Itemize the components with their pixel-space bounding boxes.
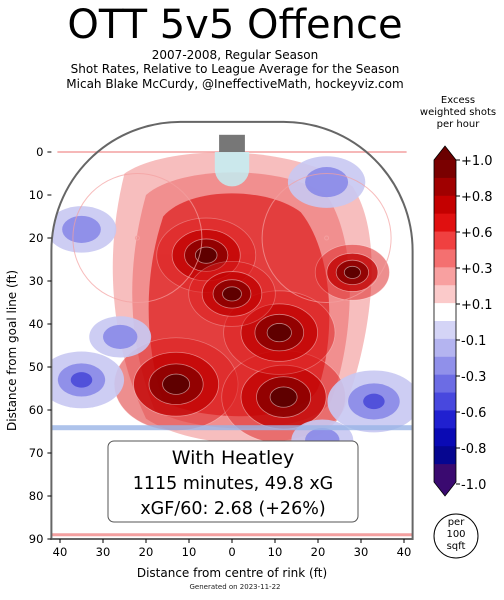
y-tick-label-1: 10	[29, 188, 44, 202]
x-tick-label-1: 30	[96, 545, 111, 559]
annotation-line-0: With Heatley	[172, 447, 294, 469]
rink-markings	[50, 120, 414, 540]
y-tick-label-4: 40	[29, 317, 44, 331]
footer-generated: Generated on 2023-11-22	[189, 583, 281, 591]
y-tick-label-6: 60	[29, 403, 44, 417]
colorbar-band-14	[434, 410, 456, 429]
colorbar-band-17	[434, 464, 456, 483]
coldspot-1	[51, 206, 117, 253]
x-tick-label-4: 0	[228, 545, 235, 559]
faceoff-dot-right	[324, 235, 330, 241]
annotation-box: With Heatley 1115 minutes, 49.8 xG xGF/60:…	[107, 440, 359, 523]
x-tick-label-3: 10	[182, 545, 197, 559]
unit-line-0: per	[448, 517, 466, 528]
colorbar-outline	[433, 145, 457, 497]
y-tick-label-9: 90	[29, 532, 44, 546]
colorbar-band-11	[434, 356, 456, 376]
unit-circle	[433, 513, 479, 559]
rink-boards	[50, 120, 414, 540]
x-tick-label-7: 30	[354, 545, 369, 559]
y-tick-label-3: 30	[29, 274, 44, 288]
colorbar-tick-label-5: -0.1	[461, 334, 486, 349]
faceoff-circle-right	[261, 173, 392, 303]
coldspot-2	[51, 351, 125, 409]
chart-title: OTT 5v5 Offence	[67, 2, 403, 48]
x-tick-label-5: 10	[268, 545, 283, 559]
hotspot-4	[188, 260, 276, 327]
y-tick-label-8: 80	[29, 489, 44, 503]
colorbar-top-arrow	[434, 146, 456, 160]
axes: 40 30 20 10 0 10 20 30 40 0 10 20 30 40 50 60 70 80 90 Dist…	[5, 145, 411, 580]
coldspot-5	[89, 316, 152, 358]
colorbar-title-line-3: per hour	[436, 119, 480, 130]
colorbar-band-12	[434, 374, 456, 394]
y-tick-label-5: 50	[29, 360, 44, 374]
chart-subtitle-3: Micah Blake McCurdy, @IneffectiveMath, h…	[66, 77, 404, 91]
hotspot-5	[314, 244, 390, 301]
colorbar-tick-label-2: +0.6	[461, 226, 493, 241]
annotation-frame	[107, 440, 359, 523]
goal-net	[219, 134, 245, 152]
colorbar-bottom-arrow	[434, 482, 456, 496]
colorbar-band-15	[434, 428, 456, 447]
colorbar-band-13	[434, 392, 456, 411]
faceoff-dot-left	[134, 235, 140, 241]
x-tick-label-2: 20	[139, 545, 154, 559]
y-tick-label-2: 20	[29, 231, 44, 245]
colorbar-tick-label-0: +1.0	[461, 154, 493, 169]
chart-subtitle-2: Shot Rates, Relative to League Average f…	[70, 62, 400, 76]
x-tick-label-8: 40	[397, 545, 412, 559]
goal-crease	[214, 152, 250, 187]
chart-subtitle-1: 2007-2008, Regular Season	[151, 48, 319, 62]
colorbar-band-2	[434, 195, 456, 215]
unit-line-2: sqft	[447, 541, 466, 552]
colorbar-band-3	[434, 213, 456, 233]
annotation-line-2: xGF/60: 2.68 (+26%)	[140, 499, 325, 519]
colorbar-band-0	[434, 160, 456, 179]
colorbar-tick-label-6: -0.3	[461, 370, 486, 385]
colorbar-title-line-2: weighted shots	[419, 107, 497, 118]
colorbar-band-7	[434, 285, 456, 304]
coldspot-3	[327, 370, 413, 433]
colorbar: +1.0 +0.8 +0.6 +0.3 +0.1 -0.1 -0.3 -0.6 -0.8 -1.0…	[433, 145, 493, 559]
colorbar-band-5	[434, 249, 456, 268]
colorbar-band-9	[434, 321, 456, 340]
colorbar-tick-label-1: +0.8	[461, 190, 493, 205]
y-tick-label-0: 0	[36, 145, 43, 159]
unit-line-1: 100	[446, 529, 465, 540]
colorbar-title-line-1: Excess	[440, 95, 476, 106]
colorbar-tick-label-9: -1.0	[461, 478, 486, 493]
colorbar-tick-label-7: -0.6	[461, 406, 486, 421]
heat-layer	[51, 152, 413, 461]
colorbar-band-8	[434, 303, 456, 322]
colorbar-band-4	[434, 231, 456, 250]
x-axis-label: Distance from centre of rink (ft)	[137, 566, 327, 580]
x-tick-label-0: 40	[53, 545, 68, 559]
colorbar-tick-label-3: +0.3	[461, 262, 493, 277]
x-tick-label-6: 20	[311, 545, 326, 559]
colorbar-title: Excess weighted shots per hour	[412, 95, 504, 131]
colorbar-band-1	[434, 177, 456, 197]
colorbar-band-16	[434, 446, 456, 465]
colorbar-band-10	[434, 338, 456, 358]
y-axis-label: Distance from goal line (ft)	[5, 270, 19, 431]
blue-line	[51, 425, 413, 431]
hotspot-0	[113, 337, 239, 432]
colorbar-tick-label-4: +0.1	[461, 298, 493, 313]
coldspot-0	[287, 156, 366, 208]
y-tick-label-7: 70	[29, 446, 44, 460]
annotation-line-1: 1115 minutes, 49.8 xG	[133, 474, 334, 494]
colorbar-band-6	[434, 267, 456, 286]
faceoff-circle-left	[72, 173, 203, 303]
colorbar-tick-label-8: -0.8	[461, 442, 486, 457]
